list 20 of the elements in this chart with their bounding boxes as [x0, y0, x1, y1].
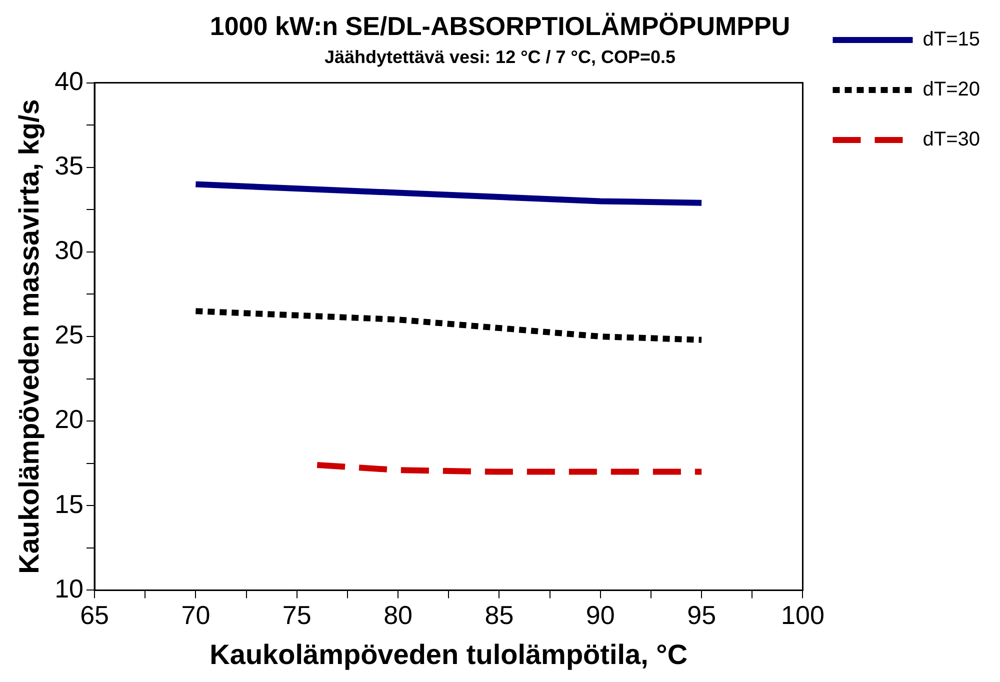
y-tick-label: 20: [54, 404, 84, 434]
y-tick-label: 15: [54, 488, 84, 519]
y-tick-label: 30: [54, 235, 84, 266]
x-tick-label: 70: [181, 600, 210, 630]
y-axis-title: Kaukolämpöveden massavirta, kg/s: [14, 99, 45, 574]
legend-label: dT=20: [922, 78, 980, 101]
x-tick-label: 95: [687, 600, 716, 630]
legend-label: dT=15: [922, 28, 980, 51]
x-tick-label: 85: [484, 600, 514, 630]
chart-title: 1000 kW:n SE/DL-ABSORPTIOLÄMPÖPUMPPU: [210, 10, 790, 41]
y-tick-label: 40: [54, 66, 84, 96]
chart-subtitle: Jäähdytettävä vesi: 12 °C / 7 °C, COP=0.5: [324, 46, 676, 67]
x-tick-label: 100: [781, 600, 824, 630]
x-axis-title: Kaukolämpöveden tulolämpötila, °C: [210, 638, 688, 670]
y-tick-label: 35: [54, 150, 84, 181]
x-tick-label: 80: [384, 600, 412, 630]
x-tick-label: 75: [282, 600, 312, 630]
y-tick-label: 25: [54, 320, 84, 350]
x-tick-label: 90: [586, 600, 615, 630]
legend-label: dT=30: [922, 128, 980, 151]
